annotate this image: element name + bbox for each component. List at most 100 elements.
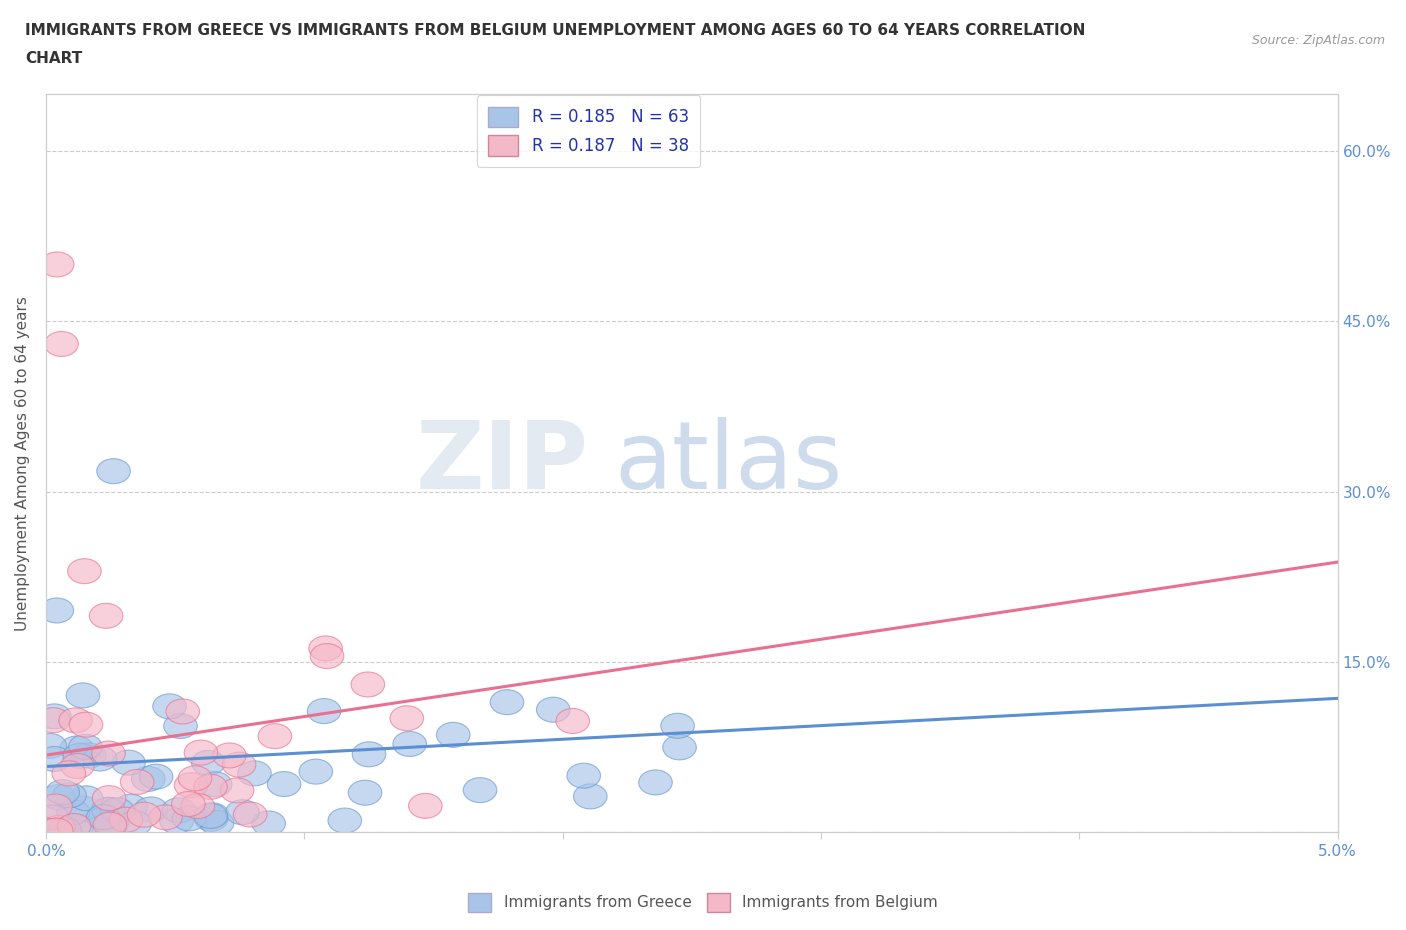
Ellipse shape xyxy=(349,780,382,805)
Ellipse shape xyxy=(52,761,86,786)
Ellipse shape xyxy=(389,706,423,731)
Ellipse shape xyxy=(39,794,72,819)
Ellipse shape xyxy=(131,766,165,791)
Ellipse shape xyxy=(45,331,79,356)
Text: atlas: atlas xyxy=(614,418,842,510)
Ellipse shape xyxy=(41,252,75,277)
Ellipse shape xyxy=(311,644,344,669)
Ellipse shape xyxy=(267,772,301,796)
Ellipse shape xyxy=(127,803,160,827)
Ellipse shape xyxy=(91,797,125,822)
Legend: R = 0.185   N = 63, R = 0.187   N = 38: R = 0.185 N = 63, R = 0.187 N = 38 xyxy=(477,95,700,167)
Ellipse shape xyxy=(392,732,426,756)
Ellipse shape xyxy=(114,794,148,819)
Legend: Immigrants from Greece, Immigrants from Belgium: Immigrants from Greece, Immigrants from … xyxy=(463,887,943,918)
Ellipse shape xyxy=(118,811,152,836)
Ellipse shape xyxy=(409,793,441,818)
Ellipse shape xyxy=(173,806,205,830)
Ellipse shape xyxy=(48,817,82,843)
Ellipse shape xyxy=(166,699,200,724)
Ellipse shape xyxy=(195,803,229,828)
Ellipse shape xyxy=(162,798,195,823)
Ellipse shape xyxy=(111,751,145,775)
Text: CHART: CHART xyxy=(25,51,83,66)
Ellipse shape xyxy=(91,741,125,766)
Ellipse shape xyxy=(308,698,340,724)
Ellipse shape xyxy=(58,814,91,839)
Ellipse shape xyxy=(163,713,197,738)
Ellipse shape xyxy=(212,743,246,768)
Ellipse shape xyxy=(63,743,97,768)
Ellipse shape xyxy=(353,742,385,767)
Ellipse shape xyxy=(60,753,94,778)
Ellipse shape xyxy=(32,734,66,758)
Ellipse shape xyxy=(56,800,90,825)
Ellipse shape xyxy=(97,458,131,484)
Ellipse shape xyxy=(194,804,228,829)
Ellipse shape xyxy=(66,796,100,821)
Ellipse shape xyxy=(39,598,73,623)
Ellipse shape xyxy=(121,769,153,794)
Ellipse shape xyxy=(83,746,117,771)
Ellipse shape xyxy=(67,559,101,584)
Ellipse shape xyxy=(537,698,569,723)
Ellipse shape xyxy=(225,800,259,825)
Ellipse shape xyxy=(172,791,205,817)
Ellipse shape xyxy=(567,764,600,788)
Ellipse shape xyxy=(149,804,183,830)
Ellipse shape xyxy=(222,752,256,777)
Ellipse shape xyxy=(252,811,285,836)
Ellipse shape xyxy=(574,784,607,809)
Ellipse shape xyxy=(60,815,93,840)
Ellipse shape xyxy=(134,797,167,822)
Ellipse shape xyxy=(46,779,80,804)
Ellipse shape xyxy=(200,811,233,835)
Ellipse shape xyxy=(238,761,271,786)
Ellipse shape xyxy=(93,812,127,837)
Ellipse shape xyxy=(181,793,215,818)
Ellipse shape xyxy=(37,708,70,733)
Ellipse shape xyxy=(139,764,173,790)
Ellipse shape xyxy=(179,765,212,790)
Ellipse shape xyxy=(69,712,103,737)
Ellipse shape xyxy=(52,783,86,808)
Ellipse shape xyxy=(491,690,524,714)
Ellipse shape xyxy=(69,735,103,759)
Ellipse shape xyxy=(309,636,343,661)
Y-axis label: Unemployment Among Ages 60 to 64 years: Unemployment Among Ages 60 to 64 years xyxy=(15,296,30,631)
Ellipse shape xyxy=(93,786,127,811)
Ellipse shape xyxy=(233,802,267,827)
Ellipse shape xyxy=(86,804,120,830)
Ellipse shape xyxy=(259,724,291,749)
Ellipse shape xyxy=(59,708,93,733)
Text: ZIP: ZIP xyxy=(416,418,589,510)
Ellipse shape xyxy=(198,772,232,797)
Ellipse shape xyxy=(35,805,69,830)
Ellipse shape xyxy=(191,751,225,776)
Ellipse shape xyxy=(221,777,254,803)
Ellipse shape xyxy=(66,815,98,840)
Ellipse shape xyxy=(463,777,496,803)
Ellipse shape xyxy=(72,743,105,768)
Ellipse shape xyxy=(194,806,228,831)
Ellipse shape xyxy=(94,811,128,836)
Ellipse shape xyxy=(352,672,385,697)
Ellipse shape xyxy=(555,709,589,734)
Text: IMMIGRANTS FROM GREECE VS IMMIGRANTS FROM BELGIUM UNEMPLOYMENT AMONG AGES 60 TO : IMMIGRANTS FROM GREECE VS IMMIGRANTS FRO… xyxy=(25,23,1085,38)
Ellipse shape xyxy=(38,747,72,772)
Ellipse shape xyxy=(38,704,72,729)
Ellipse shape xyxy=(100,798,134,823)
Ellipse shape xyxy=(662,735,696,760)
Ellipse shape xyxy=(638,770,672,795)
Ellipse shape xyxy=(91,798,125,823)
Ellipse shape xyxy=(299,759,333,784)
Ellipse shape xyxy=(160,809,194,834)
Ellipse shape xyxy=(184,740,218,765)
Ellipse shape xyxy=(42,816,76,841)
Ellipse shape xyxy=(69,786,103,811)
Ellipse shape xyxy=(328,808,361,833)
Ellipse shape xyxy=(66,683,100,708)
Ellipse shape xyxy=(60,736,93,761)
Ellipse shape xyxy=(41,785,75,810)
Ellipse shape xyxy=(94,812,128,837)
